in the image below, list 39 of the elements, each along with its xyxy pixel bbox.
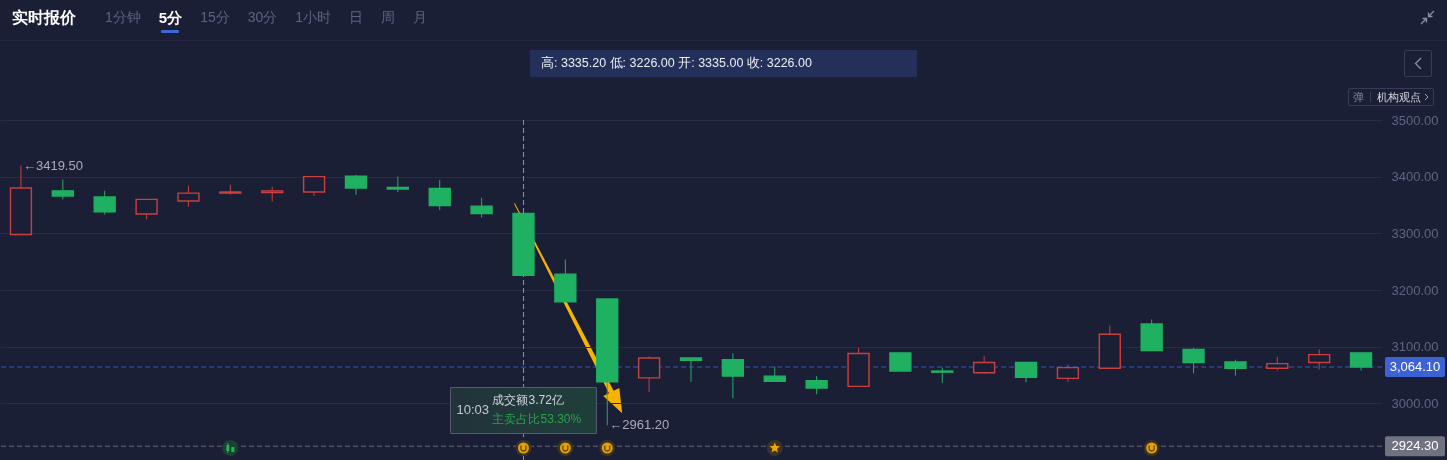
ref-line-label: 2924.30 <box>1391 438 1439 454</box>
candlestick <box>889 352 912 372</box>
text: 周 <box>381 9 396 27</box>
text: 1分钟 <box>105 9 141 27</box>
annotation: 成交额3.72亿 <box>492 393 564 408</box>
candlestick <box>805 375 828 395</box>
text: 30分 <box>247 9 278 27</box>
y-tick-label: 3100.00 <box>1391 339 1439 355</box>
candlestick <box>1014 361 1038 383</box>
text: 月 <box>413 9 428 27</box>
candlestick <box>721 352 745 399</box>
text: 1小时 <box>295 9 332 27</box>
annotation: ←2961.20 <box>609 417 670 433</box>
annotation: 主卖占比53.30% <box>492 412 582 427</box>
candlestick <box>679 357 703 383</box>
candlestick <box>428 179 451 211</box>
text: 日 <box>349 9 364 27</box>
candlestick <box>637 355 661 393</box>
pill-button: 弹 机构观点 <box>1348 88 1434 106</box>
candlestick <box>470 197 493 218</box>
annotation: ←3419.50 <box>22 157 83 173</box>
annotation: 10:03 <box>456 402 490 418</box>
candlestick <box>135 198 158 220</box>
ref-line-label: 3,064.10 <box>1389 359 1441 375</box>
candlestick <box>302 175 326 197</box>
candlestick <box>1182 347 1205 374</box>
candlestick <box>93 190 116 216</box>
y-tick-label: 3500.00 <box>1391 112 1439 128</box>
chart-title: 实时报价 <box>12 8 76 28</box>
text: 15分 <box>200 9 230 27</box>
y-tick-label: 3000.00 <box>1391 395 1439 411</box>
y-tick-label: 3200.00 <box>1391 282 1439 298</box>
y-tick-label: 3400.00 <box>1391 169 1439 185</box>
y-tick-label: 3300.00 <box>1391 225 1439 241</box>
text: 5分 <box>158 8 183 28</box>
candlestick <box>1308 349 1331 370</box>
candlestick <box>51 179 74 200</box>
candlestick <box>177 185 200 208</box>
info-panel: 高: 3335.20 低: 3226.00 开: 3335.00 收: 3226.00 <box>530 50 917 77</box>
